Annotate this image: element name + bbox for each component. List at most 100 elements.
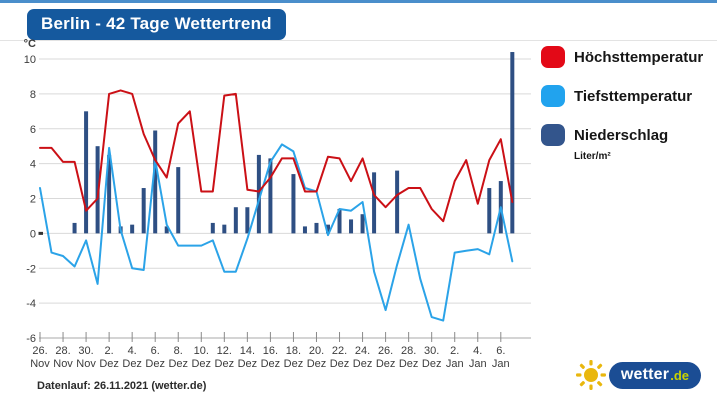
svg-text:Dez: Dez <box>191 358 211 370</box>
max-temp-swatch-icon <box>541 46 565 68</box>
svg-text:4.: 4. <box>473 345 482 357</box>
svg-text:0: 0 <box>30 228 36 240</box>
svg-text:6: 6 <box>30 124 36 136</box>
svg-text:22.: 22. <box>332 345 347 357</box>
svg-text:Dez: Dez <box>376 358 396 370</box>
svg-text:-6: -6 <box>26 333 36 345</box>
svg-text:Dez: Dez <box>284 358 304 370</box>
trend-chart: 1086420-2-4-6°C26.Nov28.Nov30.Nov2.Dez4.… <box>24 38 531 370</box>
precipitation-bar <box>222 224 227 234</box>
svg-text:Dez: Dez <box>122 358 142 370</box>
precipitation-bar <box>164 226 169 234</box>
max-temp-line <box>39 89 514 223</box>
min-temp-swatch-icon <box>541 85 565 107</box>
svg-text:4: 4 <box>30 159 36 171</box>
logo-word: wetter <box>620 366 670 383</box>
zero-tick <box>38 231 43 235</box>
precipitation-bar <box>372 172 377 234</box>
data-run-note: Datenlauf: 26.11.2021 (wetter.de) <box>37 380 207 392</box>
svg-text:°C: °C <box>24 38 36 50</box>
precipitation-bar <box>176 167 181 234</box>
legend-label: Höchsttemperatur <box>574 48 704 66</box>
precipitation-bar <box>72 222 77 234</box>
svg-text:2: 2 <box>30 194 36 206</box>
svg-text:Jan: Jan <box>492 358 510 370</box>
min-temp-line <box>39 143 514 322</box>
legend-item-min-temp: Tiefsttemperatur <box>541 85 711 107</box>
svg-text:4.: 4. <box>128 345 137 357</box>
precipitation-bar <box>337 208 342 234</box>
svg-text:28.: 28. <box>55 345 70 357</box>
svg-text:28.: 28. <box>401 345 416 357</box>
precipitation-bar <box>141 188 146 234</box>
legend-label: Niederschlag <box>574 126 669 144</box>
legend-item-precipitation: Niederschlag <box>541 124 711 146</box>
legend-item-max-temp: Höchsttemperatur <box>541 46 711 68</box>
precipitation-bar <box>302 226 307 234</box>
svg-text:Dez: Dez <box>99 358 119 370</box>
svg-text:2.: 2. <box>105 345 114 357</box>
precipitation-swatch-icon <box>541 124 565 146</box>
svg-text:8.: 8. <box>174 345 183 357</box>
chart-legend: Höchsttemperatur Tiefsttemperatur Nieder… <box>541 46 711 162</box>
svg-text:Dez: Dez <box>145 358 165 370</box>
precipitation-bar <box>153 130 158 234</box>
svg-text:Nov: Nov <box>76 358 96 370</box>
precipitation-bar <box>349 219 354 234</box>
logo-tld: .de <box>670 367 689 383</box>
svg-text:Jan: Jan <box>469 358 487 370</box>
svg-text:-4: -4 <box>26 298 36 310</box>
precipitation-unit-label: Liter/m² <box>574 151 611 162</box>
svg-text:Dez: Dez <box>168 358 188 370</box>
precipitation-bar <box>210 222 215 234</box>
page-title: Berlin - 42 Tage Wettertrend <box>27 9 286 40</box>
y-axis-labels: 10 8 6 4 2 0 -2 -4 -6 °C <box>24 38 36 345</box>
svg-text:Dez: Dez <box>215 358 235 370</box>
svg-text:26.: 26. <box>32 345 47 357</box>
svg-text:30.: 30. <box>424 345 439 357</box>
svg-text:Nov: Nov <box>30 358 50 370</box>
svg-text:12.: 12. <box>217 345 232 357</box>
precipitation-bar <box>314 222 319 234</box>
wetter-de-logo: wetter .de <box>575 359 701 391</box>
logo-pill: wetter .de <box>608 361 701 389</box>
svg-text:24.: 24. <box>355 345 370 357</box>
svg-text:Dez: Dez <box>238 358 258 370</box>
precipitation-bar <box>130 224 135 234</box>
precipitation-bar <box>245 207 250 234</box>
precipitation-bar <box>291 174 296 234</box>
precipitation-bar <box>395 170 400 234</box>
svg-text:Dez: Dez <box>399 358 419 370</box>
svg-text:Dez: Dez <box>353 358 373 370</box>
svg-text:2.: 2. <box>450 345 459 357</box>
precipitation-bar <box>510 52 515 234</box>
svg-text:Dez: Dez <box>422 358 442 370</box>
x-axis: 26.Nov28.Nov30.Nov2.Dez4.Dez6.Dez8.Dez10… <box>30 332 510 370</box>
svg-text:14.: 14. <box>240 345 255 357</box>
svg-text:30.: 30. <box>78 345 93 357</box>
svg-text:-2: -2 <box>26 263 36 275</box>
header-divider <box>0 40 717 41</box>
precipitation-bar <box>268 158 273 234</box>
sun-icon <box>575 360 606 390</box>
top-accent-strip <box>0 0 717 3</box>
svg-text:10.: 10. <box>194 345 209 357</box>
svg-text:8: 8 <box>30 89 36 101</box>
y-gridlines <box>39 58 531 339</box>
precipitation-bar <box>256 154 261 234</box>
svg-text:10: 10 <box>24 54 36 66</box>
precipitation-bar <box>326 224 330 234</box>
legend-label: Tiefsttemperatur <box>574 87 693 105</box>
svg-text:Jan: Jan <box>446 358 464 370</box>
svg-text:Dez: Dez <box>330 358 350 370</box>
precipitation-bar <box>233 207 238 234</box>
precipitation-bar <box>107 154 112 234</box>
svg-text:18.: 18. <box>286 345 301 357</box>
svg-text:Nov: Nov <box>53 358 73 370</box>
svg-text:6.: 6. <box>496 345 505 357</box>
svg-text:26.: 26. <box>378 345 393 357</box>
precipitation-bar <box>487 188 492 234</box>
svg-text:16.: 16. <box>263 345 278 357</box>
precipitation-bar <box>360 214 365 234</box>
